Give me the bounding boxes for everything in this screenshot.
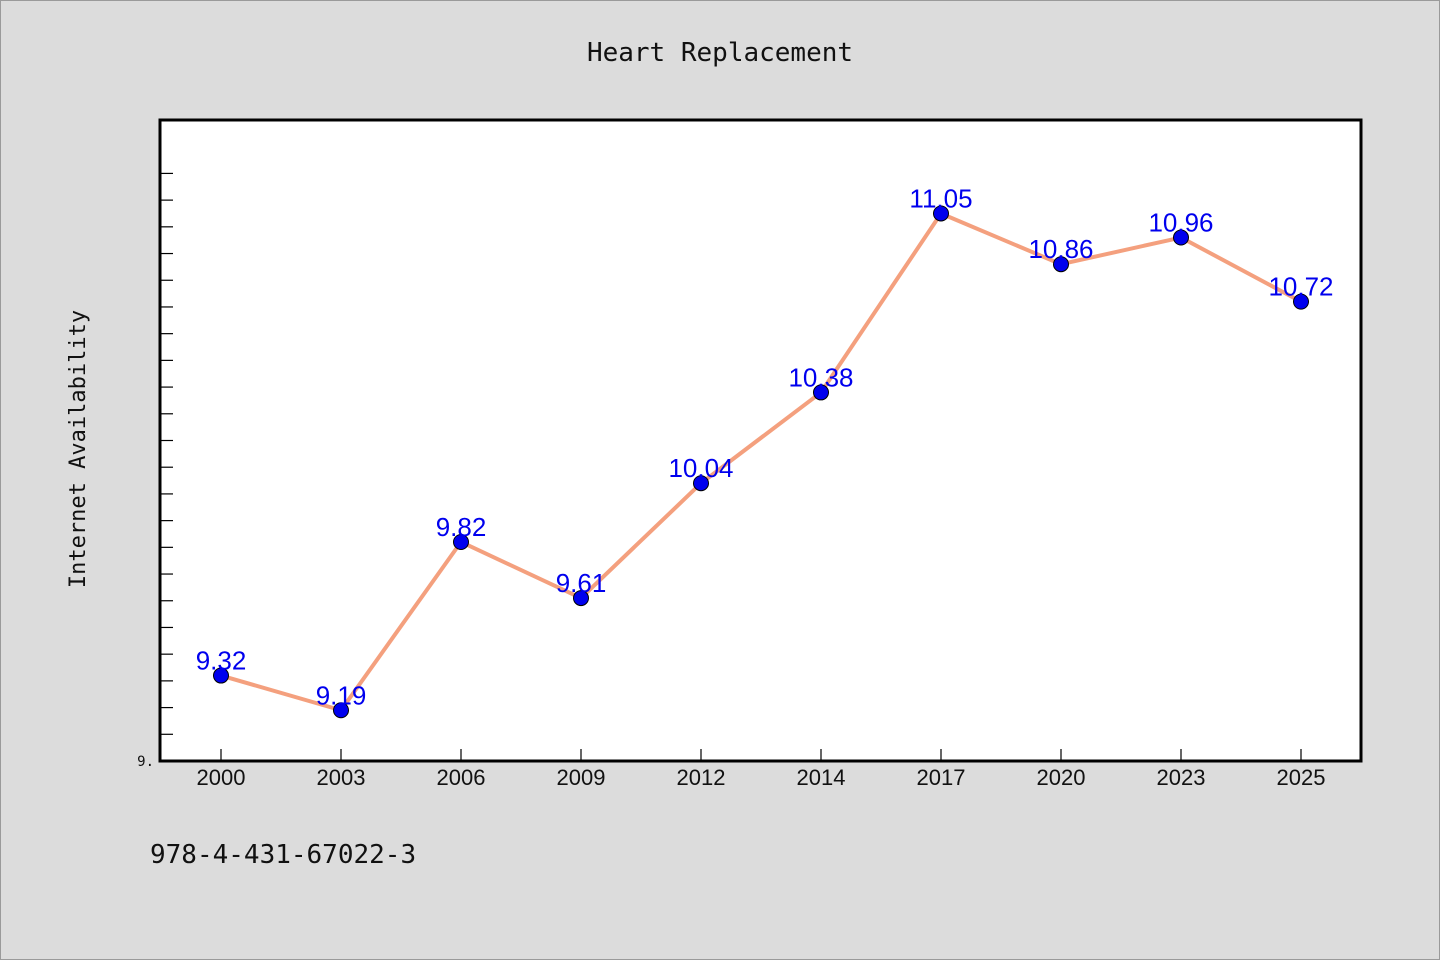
x-tick-label: 2023 <box>1157 765 1206 790</box>
data-label: 11.05 <box>909 183 972 213</box>
x-tick-label: 2017 <box>917 765 966 790</box>
x-tick-label: 2006 <box>437 765 486 790</box>
y-tick-label: 9. <box>137 754 154 770</box>
data-label: 9.61 <box>556 568 607 598</box>
data-label: 10.86 <box>1028 234 1093 264</box>
data-point-marker <box>1053 256 1069 273</box>
data-point-marker <box>573 590 589 607</box>
data-point-marker <box>693 475 709 492</box>
footer-isbn: 978-4-431-67022-3 <box>150 840 416 870</box>
data-label: 9.19 <box>316 680 367 710</box>
x-tick-label: 2003 <box>317 765 366 790</box>
x-tick-label: 2025 <box>1277 765 1326 790</box>
x-tick-label: 2009 <box>557 765 606 790</box>
x-tick-label: 2012 <box>677 765 726 790</box>
marker-layer <box>213 205 1309 719</box>
data-point-marker <box>333 702 349 719</box>
data-label: 10.04 <box>668 453 733 483</box>
data-label: 10.38 <box>788 362 853 392</box>
data-point-marker <box>1173 229 1189 246</box>
y-axis-ticks: 9. <box>137 172 173 770</box>
x-tick-label: 2014 <box>797 765 846 790</box>
series-line <box>219 211 1303 713</box>
data-label: 9.82 <box>436 512 487 542</box>
data-point-marker <box>1293 293 1309 310</box>
x-axis-ticks: 2000 2003 2006 2009 2012 2014 2017 2020 2023 2025 <box>197 749 1326 790</box>
data-point-marker <box>813 384 829 401</box>
data-point-marker <box>453 533 469 550</box>
data-label: 10.96 <box>1148 208 1213 238</box>
data-point-marker <box>933 205 949 222</box>
data-label-layer: 9.32 9.19 9.82 9.61 10.04 10.38 11.05 10.86 10.9… <box>196 183 1334 710</box>
x-tick-label: 2020 <box>1037 765 1086 790</box>
series-layer <box>219 211 1303 713</box>
data-label: 10.72 <box>1268 272 1333 302</box>
y-axis-label: Internet Availability <box>66 310 91 588</box>
x-tick-label: 2000 <box>197 765 246 790</box>
chart-title: Heart Replacement <box>587 38 853 68</box>
data-label: 9.32 <box>196 646 247 676</box>
data-point-marker <box>213 667 229 684</box>
